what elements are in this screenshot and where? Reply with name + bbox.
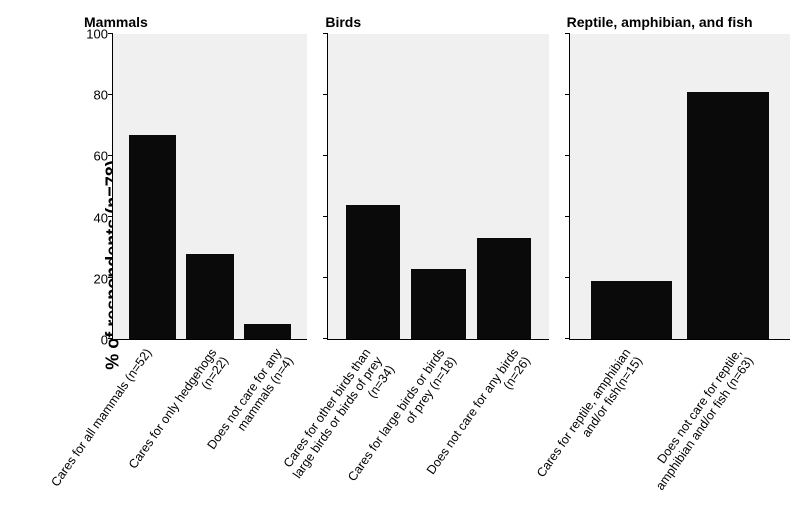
panels-row: Mammals 0 20 40 60 80 100 Cares for all mammals…	[80, 10, 790, 520]
plot-wrap: 020406080100	[80, 34, 307, 340]
ytick-label: 60	[94, 149, 108, 164]
xlabels: Cares for all mammals (n=52)Cares for on…	[112, 340, 307, 520]
plot-area	[569, 34, 790, 340]
bars	[328, 34, 548, 339]
ytick-label: 100	[86, 27, 108, 42]
ytick-label: 80	[94, 88, 108, 103]
bars	[113, 34, 307, 339]
bars	[570, 34, 790, 339]
bar	[186, 254, 233, 339]
figure: % of respondents (n=78) Mammals020406080…	[0, 0, 800, 530]
xlabel: Cares for reptile, amphibianand/or fish(…	[534, 346, 646, 488]
panel-title: Mammals	[80, 10, 307, 34]
panel: Reptile, amphibian, and fish Cares for re…	[563, 10, 790, 520]
bar	[129, 135, 176, 339]
ytick-label: 0	[101, 333, 108, 348]
panel: Mammals 0 20 40 60 80 100 Cares for all mammals…	[80, 10, 307, 520]
ytick-label: 20	[94, 271, 108, 286]
plot-wrap	[563, 34, 790, 340]
ytick-label: 40	[94, 210, 108, 225]
panel-title: Reptile, amphibian, and fish	[563, 10, 790, 34]
plot-area	[327, 34, 548, 340]
bar	[411, 269, 465, 339]
plot-area	[112, 34, 307, 340]
bar	[346, 205, 400, 339]
bar	[244, 324, 291, 339]
panel: Birds Cares for other birds thanlarge bir…	[321, 10, 548, 520]
bar	[477, 238, 531, 339]
panel-title: Birds	[321, 10, 548, 34]
bar	[591, 281, 672, 339]
xlabels: Cares for reptile, amphibianand/or fish(…	[569, 340, 790, 520]
bar	[687, 92, 768, 339]
plot-wrap	[321, 34, 548, 340]
xlabels: Cares for other birds thanlarge birds or…	[327, 340, 548, 520]
xlabel: Does not care for reptile,amphibian and/…	[641, 346, 756, 493]
